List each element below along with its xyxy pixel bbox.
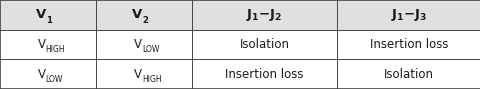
Text: V: V xyxy=(132,8,142,21)
Text: V: V xyxy=(36,8,46,21)
Text: $\mathbf{J_1}\mathbf{-}\mathbf{J_3}$: $\mathbf{J_1}\mathbf{-}\mathbf{J_3}$ xyxy=(390,7,426,23)
Text: 1: 1 xyxy=(46,16,51,25)
Bar xyxy=(0,0,96,30)
Bar xyxy=(336,0,480,30)
Text: Insertion loss: Insertion loss xyxy=(225,68,303,81)
Bar xyxy=(192,0,336,30)
Text: LOW: LOW xyxy=(46,75,63,84)
Bar xyxy=(96,0,192,30)
Text: 2: 2 xyxy=(142,16,147,25)
Bar xyxy=(96,30,192,59)
Text: HIGH: HIGH xyxy=(142,75,161,84)
Bar xyxy=(96,59,192,89)
Text: Isolation: Isolation xyxy=(383,68,433,81)
Bar xyxy=(0,59,96,89)
Bar xyxy=(336,30,480,59)
Bar xyxy=(192,30,336,59)
Text: $\mathbf{J_1}\mathbf{-}\mathbf{J_2}$: $\mathbf{J_1}\mathbf{-}\mathbf{J_2}$ xyxy=(246,7,282,23)
Text: Insertion loss: Insertion loss xyxy=(369,38,447,51)
Text: LOW: LOW xyxy=(142,45,159,54)
Text: Isolation: Isolation xyxy=(239,38,289,51)
Text: V: V xyxy=(133,38,142,51)
Text: V: V xyxy=(133,68,142,81)
Bar xyxy=(0,30,96,59)
Text: V: V xyxy=(37,38,46,51)
Text: HIGH: HIGH xyxy=(46,45,65,54)
Bar xyxy=(192,59,336,89)
Bar xyxy=(336,59,480,89)
Text: V: V xyxy=(37,68,46,81)
